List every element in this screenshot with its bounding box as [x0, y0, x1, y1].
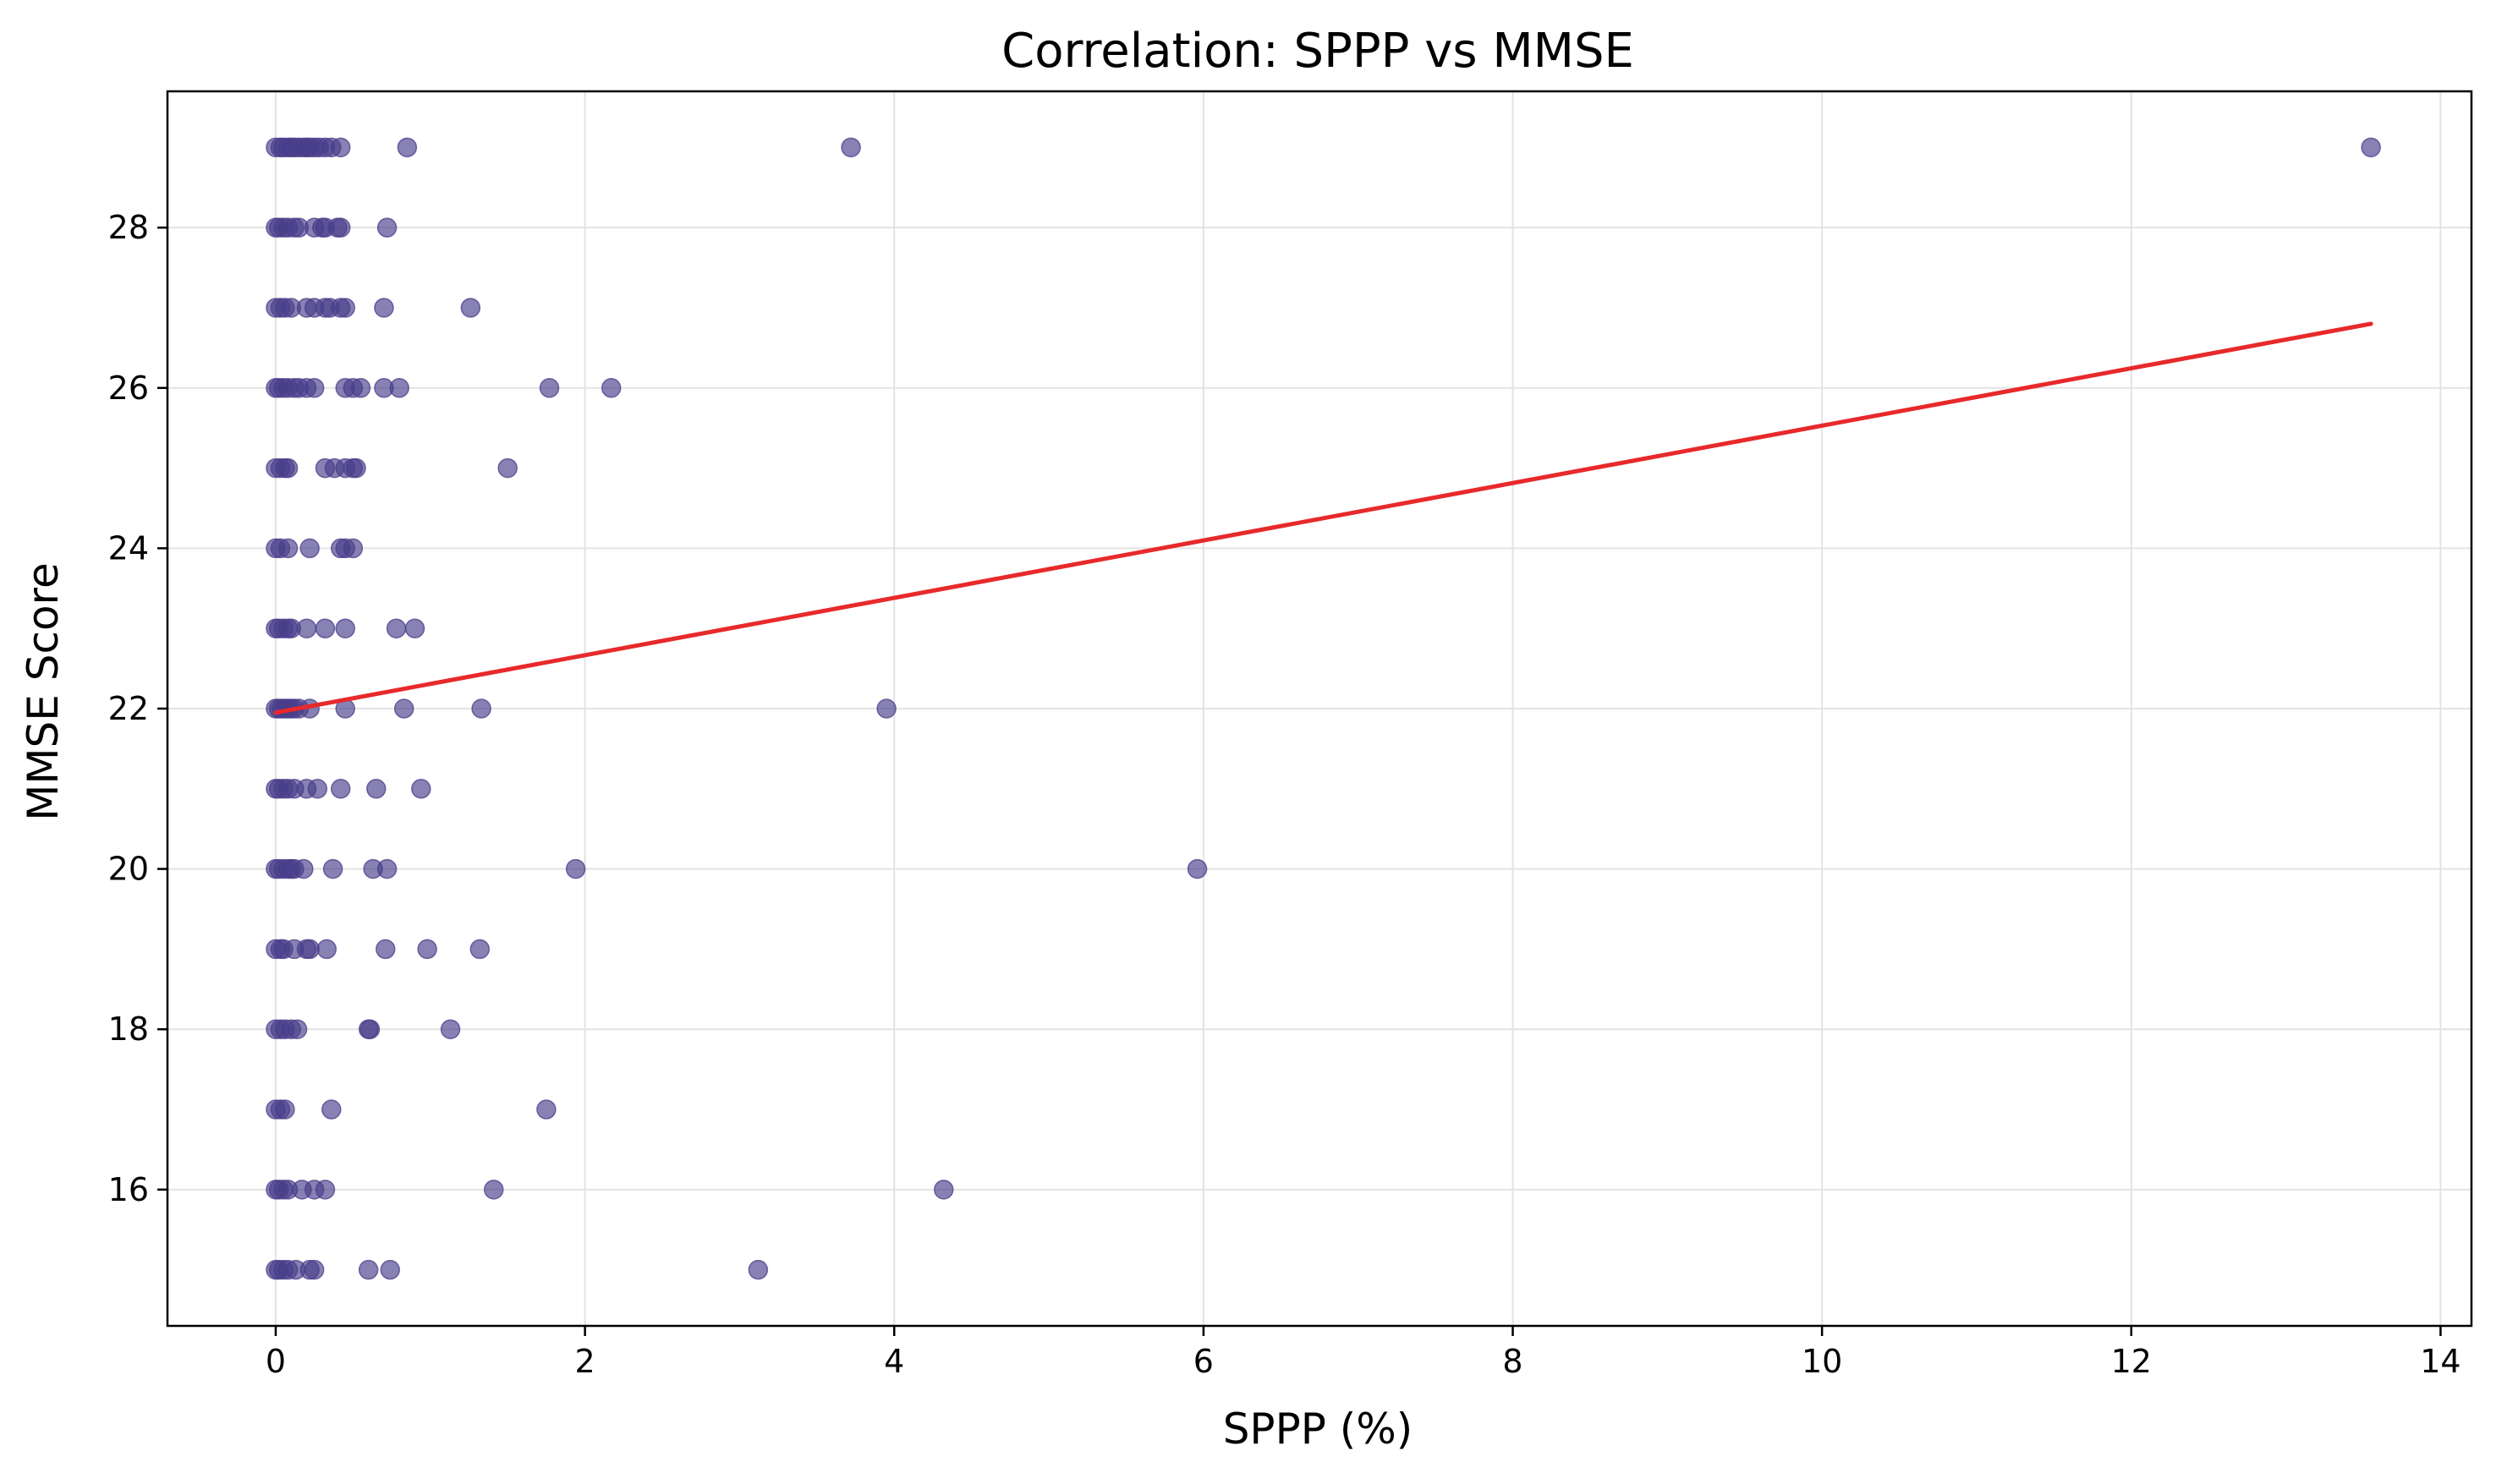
x-tick-label: 0: [266, 1343, 286, 1380]
data-point: [601, 378, 622, 398]
data-point: [304, 1259, 325, 1280]
data-point: [460, 298, 481, 318]
y-tick-label: 20: [108, 851, 149, 888]
data-point: [440, 1019, 461, 1039]
x-tick-label: 14: [2420, 1343, 2460, 1380]
data-point: [299, 538, 320, 559]
data-point: [287, 1019, 308, 1039]
data-point: [277, 538, 299, 559]
data-point: [539, 378, 560, 398]
data-point: [346, 457, 366, 479]
data-point: [374, 298, 394, 318]
trend-line: [273, 321, 2373, 715]
data-point: [376, 858, 398, 879]
data-point: [1187, 858, 1208, 879]
trend-layer: [273, 321, 2373, 715]
x-tick-label: 12: [2111, 1343, 2152, 1380]
data-point: [380, 1259, 401, 1280]
data-point: [277, 457, 299, 479]
x-tick-label: 10: [1802, 1343, 1842, 1380]
points-layer: [266, 137, 2381, 1280]
data-point: [331, 217, 351, 238]
data-point: [376, 939, 396, 960]
data-point: [315, 1180, 336, 1200]
x-tick-label: 6: [1193, 1343, 1214, 1380]
data-point: [322, 858, 343, 879]
data-point: [293, 858, 314, 879]
data-point: [497, 457, 518, 479]
y-tick-label: 16: [108, 1171, 149, 1208]
y-tick-label: 22: [108, 690, 149, 727]
y-tick-label: 24: [108, 529, 149, 567]
data-point: [366, 779, 387, 799]
data-point: [389, 378, 409, 398]
data-point: [335, 298, 355, 318]
data-point: [350, 378, 371, 398]
data-point: [934, 1180, 954, 1200]
data-point: [359, 1019, 381, 1039]
y-tick-label: 28: [108, 209, 149, 246]
data-point: [331, 137, 351, 158]
data-point: [393, 698, 414, 719]
data-point: [411, 779, 431, 799]
data-point: [376, 217, 398, 238]
data-point: [386, 618, 407, 638]
data-point: [2361, 137, 2381, 158]
data-point: [358, 1259, 379, 1280]
data-point: [469, 939, 491, 960]
data-point: [321, 1099, 342, 1120]
x-tick-label: 4: [884, 1343, 904, 1380]
data-point: [536, 1099, 557, 1120]
data-point: [315, 618, 336, 638]
data-point: [299, 939, 320, 960]
data-point: [565, 858, 586, 879]
data-point: [335, 618, 355, 638]
data-point: [296, 618, 317, 638]
data-point: [841, 137, 861, 158]
grid-layer: [167, 91, 2471, 1326]
x-axis-label: SPPP (%): [1223, 1405, 1413, 1454]
data-point: [404, 618, 425, 638]
chart-title: Correlation: SPPP vs MMSE: [1001, 24, 1634, 79]
data-point: [876, 698, 897, 719]
data-point: [748, 1259, 769, 1280]
y-tick-label: 26: [108, 370, 149, 407]
data-point: [483, 1180, 504, 1200]
data-point: [275, 1099, 295, 1120]
data-point: [343, 538, 364, 559]
y-axis-label: MMSE Score: [19, 562, 68, 821]
data-point: [316, 939, 337, 960]
x-tick-label: 2: [575, 1343, 595, 1380]
data-point: [304, 378, 325, 398]
x-tick-label: 8: [1502, 1343, 1522, 1380]
data-point: [307, 779, 328, 799]
data-point: [331, 779, 351, 799]
data-point: [471, 698, 491, 719]
y-tick-label: 18: [108, 1010, 149, 1048]
data-point: [397, 137, 418, 158]
data-point: [417, 939, 437, 960]
